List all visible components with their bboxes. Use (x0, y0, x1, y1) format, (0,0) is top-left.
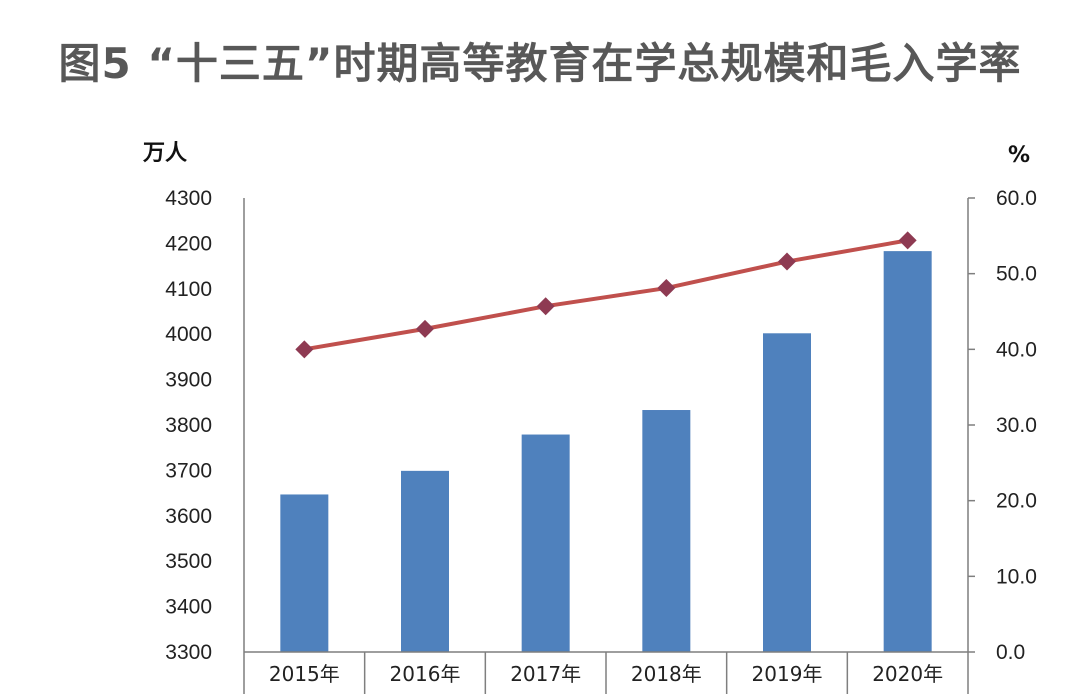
line-marker (898, 231, 917, 250)
left-tick-label: 3600 (165, 505, 212, 528)
right-tick-label: 20.0 (996, 490, 1037, 513)
category-label: 2020年 (872, 662, 943, 686)
right-axis-unit: % (1008, 143, 1030, 168)
line-marker (657, 279, 676, 298)
right-tick-label: 0.0 (996, 641, 1025, 664)
left-tick-label: 4100 (165, 278, 212, 301)
chart-title: 图5 “十三五”时期高等教育在学总规模和毛入学率 (58, 39, 1022, 88)
left-tick-label: 4200 (165, 232, 212, 255)
left-tick-label: 3900 (165, 369, 212, 392)
right-tick-label: 10.0 (996, 565, 1037, 588)
category-label: 2017年 (510, 662, 581, 686)
right-tick-label: 60.0 (996, 187, 1037, 210)
line-marker (536, 297, 555, 316)
left-tick-label: 3300 (165, 641, 212, 664)
left-tick-label: 4000 (165, 323, 212, 346)
category-label: 2018年 (631, 662, 702, 686)
left-tick-label: 3400 (165, 596, 212, 619)
bar (763, 333, 811, 652)
right-tick-label: 40.0 (996, 338, 1037, 361)
left-tick-label: 3700 (165, 459, 212, 482)
line-marker (778, 252, 796, 271)
left-tick-label: 3800 (165, 414, 212, 437)
line-marker (416, 319, 434, 338)
category-label: 2019年 (752, 662, 823, 686)
bar (401, 470, 449, 652)
category-label: 2016年 (390, 662, 461, 686)
right-tick-label: 30.0 (996, 414, 1037, 437)
bar (521, 434, 570, 652)
right-tick-label: 50.0 (996, 263, 1037, 286)
bar (280, 494, 329, 652)
left-tick-label: 4300 (165, 187, 212, 210)
bar (883, 251, 932, 653)
category-label: 2015年 (269, 662, 340, 686)
bar (642, 410, 691, 652)
left-tick-label: 3500 (165, 550, 212, 573)
left-axis-unit: 万人 (142, 141, 187, 166)
line-marker (295, 340, 314, 359)
series-line (303, 238, 909, 352)
